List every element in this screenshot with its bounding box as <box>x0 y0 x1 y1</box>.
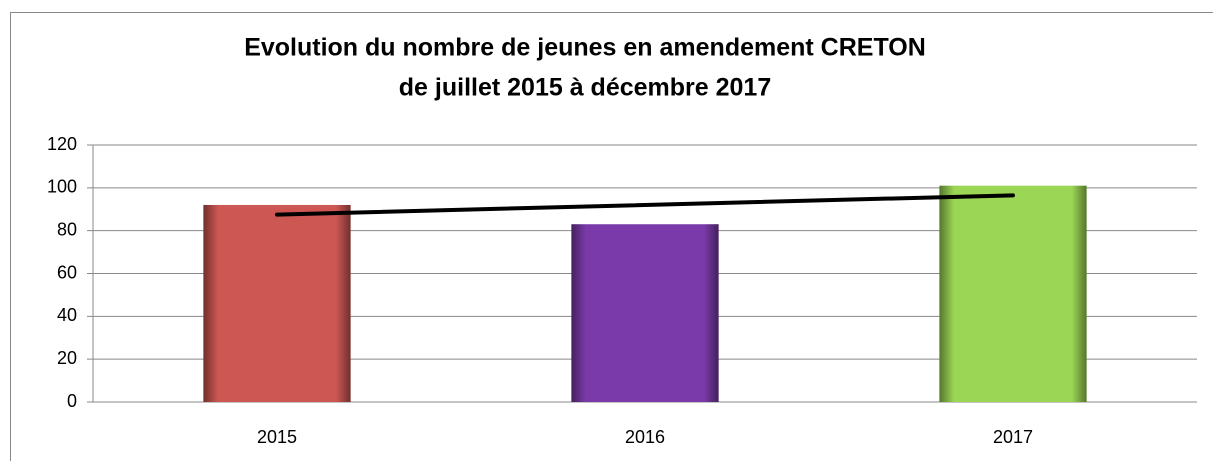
y-tick-label: 40 <box>57 305 77 325</box>
y-tick-label: 120 <box>47 134 77 154</box>
y-tick-label: 0 <box>67 391 77 411</box>
y-tick-label: 80 <box>57 219 77 239</box>
y-tick-label: 20 <box>57 348 77 368</box>
chart-frame <box>10 12 1213 461</box>
bar-shade <box>203 204 351 402</box>
x-tick-label: 2016 <box>625 427 665 447</box>
y-tick-label: 100 <box>47 177 77 197</box>
x-tick-label: 2017 <box>993 427 1033 447</box>
chart-title: Evolution du nombre de jeunes en amendem… <box>244 34 926 62</box>
bar-shade <box>571 224 719 402</box>
bar-shade <box>939 185 1087 402</box>
trendline <box>275 193 1015 217</box>
y-tick-label: 60 <box>57 262 77 282</box>
x-tick-label: 2015 <box>257 427 297 447</box>
chart-title: de juillet 2015 à décembre 2017 <box>399 74 771 102</box>
